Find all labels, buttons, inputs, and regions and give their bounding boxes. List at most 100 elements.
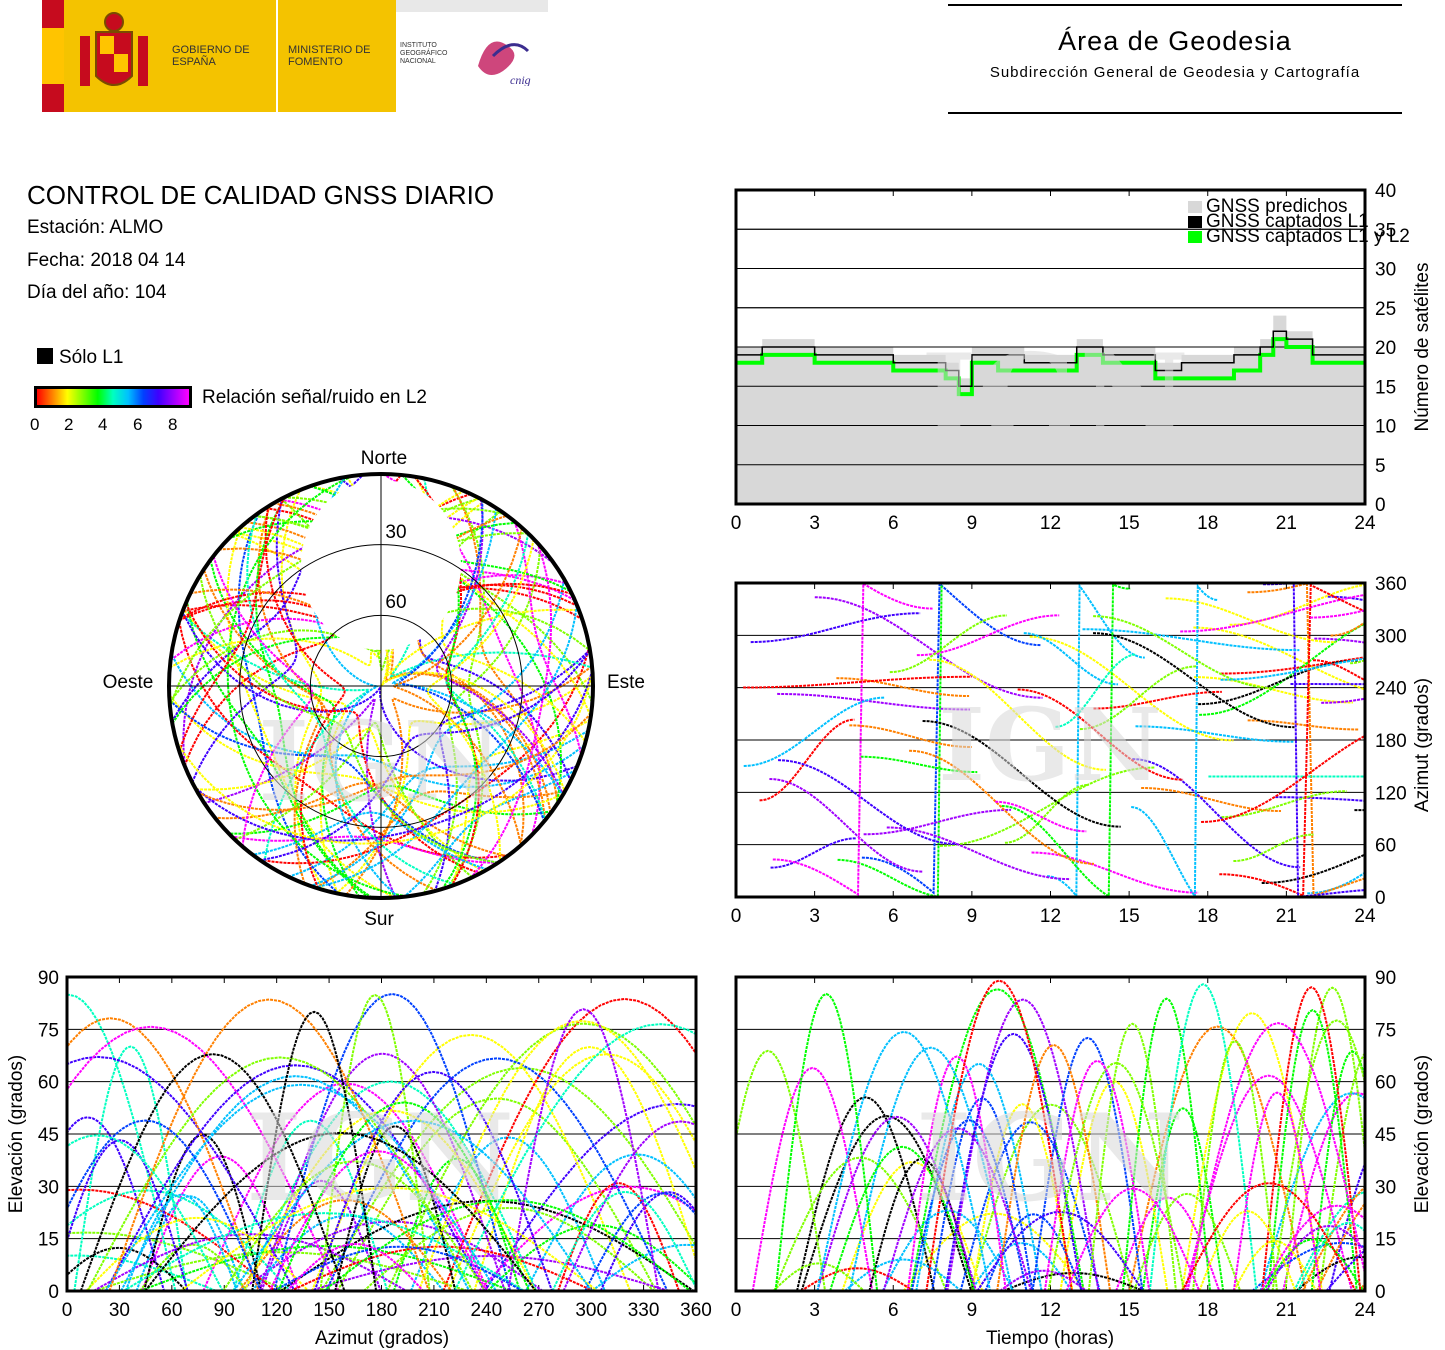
sat-track (1186, 1022, 1365, 1291)
sat-track (120, 1075, 471, 1291)
sat-track (829, 1145, 976, 1291)
sat-track (1199, 622, 1365, 716)
x-tick-label: 15 (1119, 906, 1140, 927)
sat-track (442, 997, 696, 1291)
sat-track (170, 653, 586, 788)
ign-watermark: IGN (246, 1088, 514, 1229)
x-tick-label: 3 (809, 906, 820, 927)
sat-track (392, 1157, 521, 1291)
x-tick-label: 0 (731, 1300, 742, 1321)
x-tick-label: 300 (575, 1300, 607, 1321)
sat-track (1310, 1050, 1365, 1291)
x-tick-label: 9 (967, 513, 978, 534)
x-tick-label: 270 (523, 1300, 555, 1321)
sat-track (260, 1179, 382, 1291)
plot-border (734, 975, 1367, 1293)
x-tick-label: 21 (1276, 906, 1297, 927)
sat-track (1358, 1281, 1365, 1291)
y-tick-label: 75 (38, 1020, 59, 1041)
y-tick-label: 0 (1375, 888, 1386, 909)
sat-track (67, 1025, 340, 1291)
sat-track (313, 1070, 553, 1291)
sat-track (816, 1115, 978, 1291)
elevation-azimuth-chart: 0 30 60 90 120 150 180 210 240 270 300 330 360 0 15 30 4… (6, 968, 712, 1349)
area-subtitle: Subdirección General de Geodesia y Carto… (989, 64, 1361, 81)
sat-track (197, 712, 592, 811)
x-tick-label: 12 (1040, 906, 1061, 927)
y-tick-label: 0 (48, 1282, 59, 1303)
sat-track (386, 1022, 696, 1291)
sat-track (451, 718, 591, 887)
sat-track (178, 620, 510, 859)
y-tick-label: 240 (1375, 679, 1407, 700)
sat-track (334, 1125, 457, 1291)
sat-track (770, 837, 857, 869)
horizon-circle (167, 472, 595, 900)
sat-track (1193, 676, 1353, 704)
sat-track (844, 1258, 962, 1291)
sat-track (288, 729, 589, 878)
sat-track (1031, 1036, 1144, 1291)
sat-track (1059, 1080, 1169, 1291)
sat-track (1004, 783, 1089, 844)
sat-track (1198, 659, 1358, 706)
sat-track (473, 1045, 696, 1291)
sat-track (73, 1045, 188, 1291)
y-tick-label: 45 (38, 1125, 59, 1146)
sat-track (203, 697, 397, 898)
sat-track (1065, 1187, 1201, 1291)
sat-track (1029, 635, 1234, 742)
x-tick-label: 18 (1197, 513, 1218, 534)
sat-track (403, 768, 577, 898)
sat-track (336, 1097, 657, 1291)
sat-track (773, 1156, 948, 1291)
skyplot-chart: IGN Norte Sur Este Oeste 30 60 (103, 448, 645, 930)
sat-track (999, 1269, 1088, 1291)
ring-label: 60 (385, 592, 406, 613)
sat-track (144, 1131, 537, 1291)
sat-track (849, 724, 972, 749)
sat-track (1282, 1091, 1365, 1291)
sat-track (105, 1083, 497, 1291)
sat-track (916, 614, 1060, 657)
y-tick-label: 30 (1375, 1177, 1396, 1198)
sat-track (1017, 688, 1184, 781)
sat-track (320, 1066, 696, 1291)
sat-track (1220, 657, 1365, 681)
colorbar-tick: 6 (133, 415, 143, 434)
y-tick-label: 30 (38, 1177, 59, 1198)
sat-track (800, 1115, 973, 1291)
sat-track (925, 979, 1073, 1291)
sat-track (1055, 653, 1137, 728)
y-tick-label: 60 (38, 1073, 59, 1094)
sat-track (1261, 986, 1362, 1291)
sat-track (1165, 597, 1336, 644)
ign-watermark: IGN (938, 686, 1162, 804)
colorbar-tick: 4 (98, 415, 108, 434)
sat-track (1261, 853, 1365, 885)
sat-track (391, 507, 564, 796)
ign-watermark: IGN (258, 697, 504, 826)
y-tick-label: 5 (1375, 456, 1386, 477)
solo-l1-label: Sólo L1 (59, 347, 124, 368)
legend-swatch (1188, 231, 1202, 243)
x-tick-label: 15 (1119, 513, 1140, 534)
sat-track (1265, 1224, 1365, 1291)
sat-track (1093, 690, 1222, 710)
x-tick-label: 12 (1040, 513, 1061, 534)
sat-track (124, 1193, 238, 1291)
sat-track (1192, 1040, 1279, 1291)
sat-track (772, 1262, 865, 1291)
sat-track (67, 1134, 224, 1291)
sat-track (260, 649, 591, 862)
sat-track (93, 1233, 408, 1291)
sat-track (180, 1186, 599, 1291)
sat-track (222, 1160, 487, 1291)
x-tick-label: 18 (1197, 906, 1218, 927)
y-tick-label: 45 (1375, 1125, 1396, 1146)
sat-track (178, 496, 286, 753)
snr-colorbar-label: Relación señal/ruido en L2 (202, 387, 427, 408)
x-tick-label: 9 (967, 906, 978, 927)
sat-track (169, 496, 480, 669)
